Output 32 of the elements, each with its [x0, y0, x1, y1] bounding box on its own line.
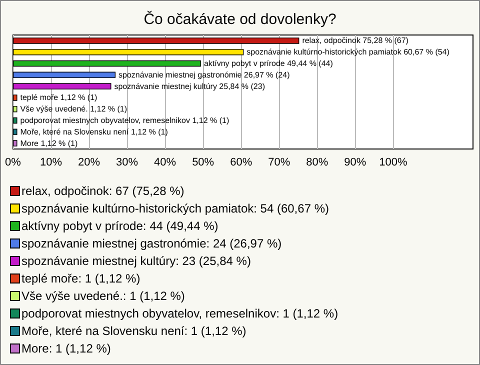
- x-tick-label: 10%: [40, 156, 62, 168]
- legend-label: spoznávanie miestnej gastronómie: 24 (26,97 %): [22, 236, 282, 250]
- data-label: spoznávanie miestnej gastronómie 26,97 % (24): [118, 70, 290, 80]
- legend-label: More: 1 (1,12 %): [22, 342, 111, 356]
- legend-label: spoznávanie miestnej kultúry: 23 (25,84 %): [22, 254, 251, 268]
- x-tick-label: 80%: [306, 156, 328, 168]
- legend-label: podporovat miestnych obyvatelov, remeselnikov: 1 (1,12 %): [22, 306, 338, 320]
- x-tick-label: 40%: [154, 156, 176, 168]
- x-tick-label: 30%: [116, 156, 138, 168]
- data-label: Vše výše uvedené. 1,12 % (1): [20, 104, 128, 114]
- x-tick-label: 70%: [268, 156, 290, 168]
- x-tick-label: 100%: [379, 156, 408, 168]
- x-tick-label: 90%: [344, 156, 366, 168]
- data-label: relax, odpočinok 75,28 % (67): [302, 36, 409, 46]
- data-label: spoznávanie miestnej kultúry 25,84 % (23): [114, 82, 266, 91]
- x-tick-label: 20%: [78, 156, 100, 168]
- legend-label: aktívny pobyt v prírode: 44 (49,44 %): [22, 219, 218, 233]
- legend-label: teplé moře: 1 (1,12 %): [22, 272, 140, 286]
- legend-label: spoznávanie kultúrno-historických pamiatok: 54 (60,67 %): [22, 202, 329, 216]
- data-label: Moře, které na Slovensku není 1,12 % (1): [20, 127, 168, 136]
- legend-label: Vše výše uvedené.: 1 (1,12 %): [22, 289, 185, 303]
- data-label: More 1,12 % (1): [20, 138, 78, 148]
- legend-label: Moře, které na Slovensku není: 1 (1,12 %): [22, 324, 246, 338]
- x-tick-label: 50%: [192, 156, 214, 168]
- data-label: teplé moře 1,12 % (1): [20, 93, 98, 102]
- x-tick-label: 60%: [230, 156, 252, 168]
- data-label: aktívny pobyt v prírode 49,44 % (44): [204, 59, 334, 68]
- chart-title: Čo očakávate od dovolenky?: [144, 10, 336, 28]
- data-label: podporovat miestnych obyvatelov, remeselnikov 1,12 % (1): [20, 116, 230, 125]
- x-tick-label: 0%: [5, 156, 22, 168]
- legend-label: relax, odpočinok: 67 (75,28 %): [22, 184, 184, 198]
- data-label: spoznávanie kultúrno-historických pamiatok 60,67 % (54): [246, 48, 450, 57]
